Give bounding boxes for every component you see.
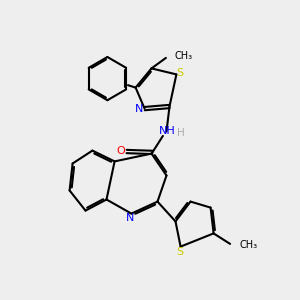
Text: CH₃: CH₃: [175, 51, 193, 62]
Text: N: N: [126, 213, 134, 223]
Text: H: H: [177, 128, 185, 138]
Text: N: N: [135, 103, 143, 114]
Text: CH₃: CH₃: [240, 240, 258, 250]
Text: S: S: [176, 247, 184, 257]
Text: S: S: [176, 68, 184, 78]
Text: O: O: [117, 146, 126, 157]
Text: NH: NH: [159, 126, 176, 136]
